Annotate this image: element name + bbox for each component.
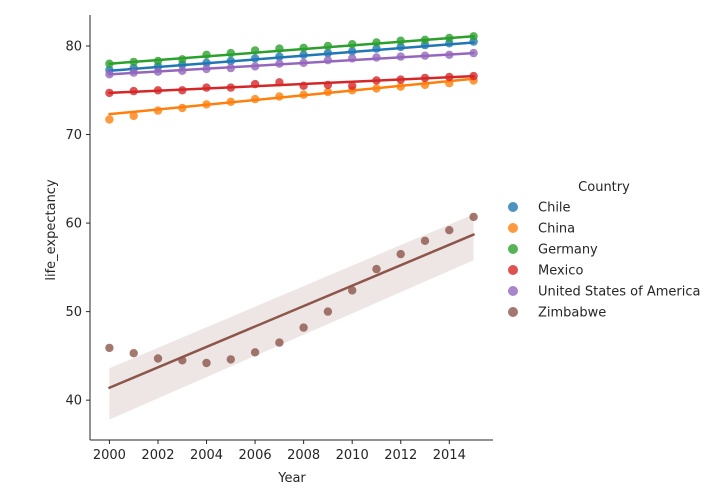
legend-entry-label: Chile (538, 201, 571, 216)
plot-area (105, 32, 478, 420)
x-tick-label: 2014 (433, 448, 466, 463)
regression-line-zimbabwe (108, 233, 475, 390)
regression-line-germany (108, 35, 475, 65)
point-zimbabwe (275, 338, 284, 347)
legend: Country Chile China Germany Mexico United St… (508, 180, 700, 321)
x-tick-label: 2008 (287, 448, 320, 463)
point-zimbabwe (129, 349, 138, 358)
x-tick-label: 2002 (141, 448, 174, 463)
point-zimbabwe (105, 343, 114, 353)
legend-marker (508, 286, 518, 296)
point-zimbabwe (153, 354, 163, 363)
x-tick-label: 2010 (336, 448, 369, 463)
legend-entry-label: United States of America (538, 285, 700, 300)
y-tick-label: 40 (65, 394, 82, 409)
point-zimbabwe (299, 323, 308, 332)
y-tick-label: 80 (65, 39, 82, 54)
y-tick-label: 50 (65, 305, 82, 320)
point-china (105, 115, 114, 124)
y-tick-label: 70 (65, 128, 82, 143)
x-tick-label: 2012 (384, 448, 417, 463)
point-zimbabwe (323, 307, 333, 316)
point-zimbabwe (348, 286, 357, 295)
regression-line-china (108, 77, 475, 116)
legend-marker (508, 265, 518, 275)
axes: 2000 2002 2004 2006 2008 2010 2012 2014 40 50 60 70… (65, 15, 493, 463)
legend-entry-label: Germany (538, 243, 598, 258)
x-tick-label: 2000 (93, 448, 126, 463)
point-zimbabwe (226, 355, 235, 364)
legend-title: Country (578, 180, 630, 195)
legend-marker (508, 202, 518, 212)
x-tick-label: 2004 (190, 448, 223, 463)
legend-entry-label: Mexico (538, 264, 583, 279)
legend-marker (508, 307, 518, 317)
regression-line-chile (108, 41, 475, 73)
regression-line-united-states-of-america (108, 51, 475, 76)
point-zimbabwe (396, 249, 405, 259)
confidence-band-zimbabwe (109, 214, 474, 420)
legend-entry-label: Zimbabwe (538, 306, 606, 321)
x-tick-label: 2006 (239, 448, 272, 463)
legend-marker (508, 244, 518, 254)
point-zimbabwe (469, 212, 478, 222)
point-zimbabwe (202, 358, 211, 368)
point-china (129, 111, 138, 121)
point-zimbabwe (372, 264, 381, 274)
y-axis-label: life_expectancy (44, 179, 59, 281)
regression-line-mexico (108, 74, 475, 95)
point-zimbabwe (250, 348, 260, 357)
y-tick-label: 60 (65, 217, 82, 232)
point-zimbabwe (445, 226, 454, 235)
x-axis-label: Year (277, 471, 306, 486)
point-zimbabwe (420, 236, 430, 245)
legend-entry-label: China (538, 222, 575, 237)
legend-marker (508, 223, 518, 233)
point-mexico (348, 81, 357, 91)
